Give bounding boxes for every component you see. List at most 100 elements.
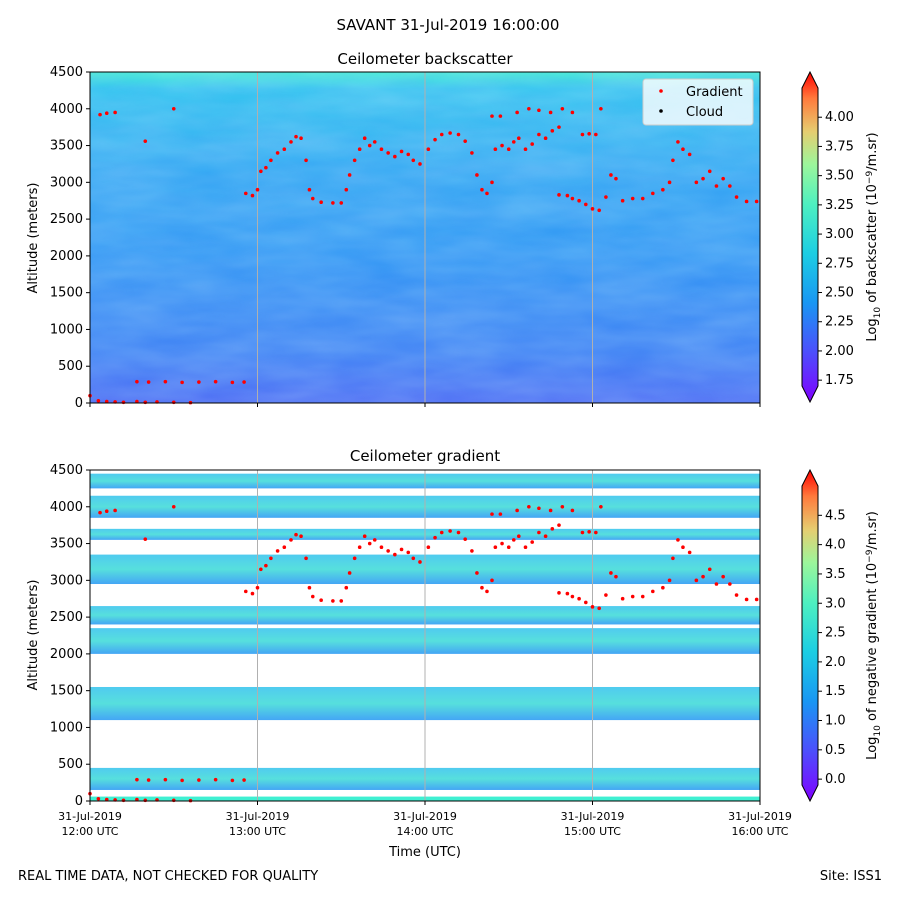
gradient-point — [146, 778, 151, 782]
gradient-point — [609, 173, 613, 177]
gradient-point — [754, 199, 759, 204]
gradient-point — [319, 598, 323, 602]
gradient-point — [243, 191, 248, 196]
gradient-point — [490, 512, 494, 516]
gradient-point — [515, 110, 519, 115]
gradient-point — [121, 798, 126, 803]
gradient-point — [463, 139, 468, 143]
gradient-point — [456, 530, 461, 535]
gradient-point — [620, 198, 625, 203]
y-tick-label: 1000 — [50, 322, 83, 337]
gradient-point — [550, 527, 555, 531]
gradient-point — [537, 506, 541, 511]
gradient-point — [498, 114, 503, 118]
gradient-point — [406, 550, 411, 555]
backscatter-ylabel: Altitude (meters) — [26, 183, 41, 294]
gradient-point — [515, 508, 519, 513]
gradient-point — [570, 110, 575, 115]
gradient-point — [344, 585, 349, 590]
gradient-point — [255, 585, 260, 590]
y-tick-label: 1500 — [50, 286, 83, 301]
colorbar — [801, 468, 819, 803]
gradient-point — [597, 208, 601, 213]
gradient-point — [406, 152, 411, 157]
gradient-point — [676, 140, 680, 144]
gradient-point — [331, 599, 335, 603]
gradient-point — [493, 545, 498, 550]
gradient-point — [687, 550, 692, 555]
gradient-point — [411, 556, 416, 561]
gradient-point — [299, 136, 303, 140]
colorbar-label-part: Log — [865, 737, 880, 760]
y-tick-label: 3500 — [50, 139, 83, 154]
gradient-point — [448, 529, 452, 533]
y-tick-label: 4500 — [50, 65, 83, 80]
legend-gradient-label: Gradient — [686, 85, 743, 100]
gradient-point — [640, 594, 645, 599]
gradient-xlabel: Time (UTC) — [388, 845, 461, 860]
gradient-point — [352, 556, 357, 561]
gradient-point — [681, 147, 685, 152]
colorbar-label-part: −9 — [865, 171, 875, 185]
gradient-point — [537, 108, 541, 113]
gradient-point — [614, 176, 618, 181]
gradient-point — [527, 106, 531, 111]
gradient-point — [113, 508, 117, 513]
colorbar-tick-label: 2.5 — [825, 626, 846, 641]
y-tick-label: 2500 — [50, 212, 83, 227]
x-tick-label: 31-Jul-2019 — [393, 810, 457, 823]
gradient-point — [721, 176, 725, 181]
gradient-point — [570, 508, 575, 513]
gradient-point — [135, 399, 139, 404]
gradient-point — [275, 549, 280, 553]
colorbar-label-part: of negative gradient (10 — [865, 563, 880, 725]
y-tick-label: 3000 — [50, 175, 83, 190]
gradient-point — [367, 143, 372, 148]
gradient-point — [651, 589, 655, 594]
gradient-title: Ceilometer gradient — [350, 447, 500, 465]
colorbar-tick-label: 2.0 — [825, 655, 846, 670]
gradient-point — [269, 158, 273, 163]
gradient-point — [577, 198, 581, 203]
gradient-point — [163, 777, 168, 782]
backscatter-title: Ceilometer backscatter — [337, 50, 513, 68]
gradient-point — [463, 537, 468, 541]
gradient-point — [418, 162, 422, 166]
gradient-point — [213, 777, 218, 782]
gradient-point — [475, 571, 479, 575]
colorbar-tick-label: 2.00 — [825, 344, 854, 359]
gradient-point — [620, 596, 625, 601]
gradient-point — [310, 594, 315, 599]
gradient-point — [426, 545, 431, 550]
gradient-point — [357, 545, 362, 550]
gradient-point — [372, 538, 377, 542]
gradient-point — [143, 139, 148, 143]
gradient-point — [548, 110, 553, 115]
gradient-point — [550, 129, 555, 133]
gradient-point — [259, 567, 263, 572]
gradient-point — [661, 187, 665, 192]
gradient-point — [96, 796, 101, 801]
gradient-point — [171, 798, 176, 803]
x-tick-label: 31-Jul-2019 — [561, 810, 625, 823]
colorbar-tick-label: 0.0 — [825, 772, 846, 787]
gradient-point — [347, 173, 352, 177]
gradient-point — [594, 530, 598, 535]
gradient-point — [275, 151, 280, 155]
gradient-point — [331, 201, 335, 205]
gradient-point — [113, 110, 117, 115]
gradient-point — [339, 599, 344, 603]
gradient-point — [135, 797, 139, 802]
gradient-point — [570, 196, 575, 201]
gradient-point — [480, 187, 484, 192]
colorbar-tick-label: 2.75 — [825, 256, 854, 271]
gradient-point — [580, 132, 585, 137]
gradient-point — [180, 778, 184, 783]
quality-disclaimer: REAL TIME DATA, NOT CHECKED FOR QUALITY — [18, 869, 319, 884]
gradient-point — [98, 112, 102, 117]
gradient-point — [694, 180, 699, 185]
gradient-point — [714, 184, 719, 188]
gradient-point — [754, 597, 759, 602]
gradient-point — [511, 538, 516, 542]
y-tick-label: 500 — [58, 359, 83, 374]
